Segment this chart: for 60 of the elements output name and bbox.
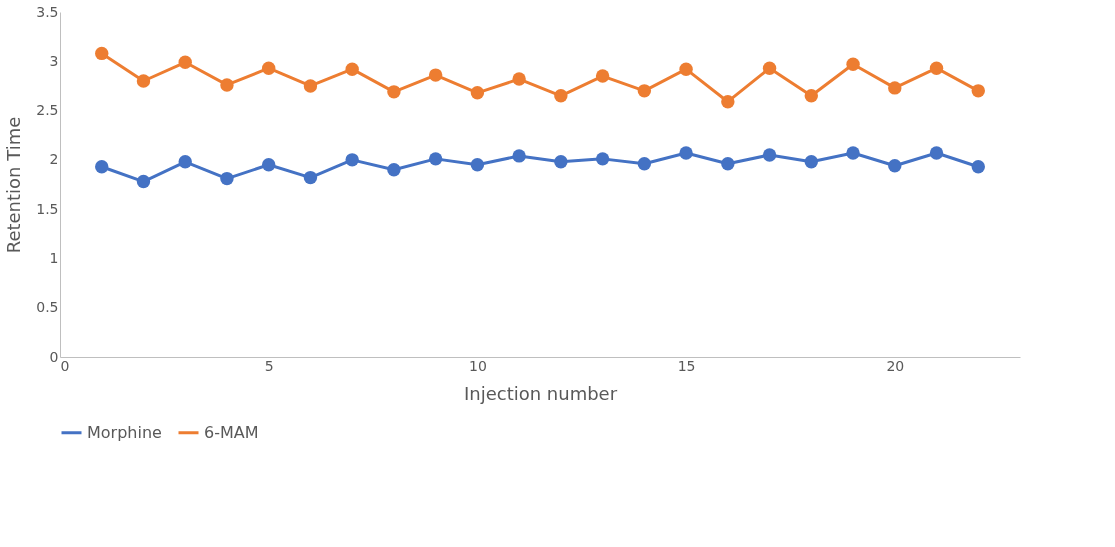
point xyxy=(136,74,151,88)
y-tick-label: 3 xyxy=(49,52,59,69)
point xyxy=(428,152,443,166)
point xyxy=(971,160,985,174)
point xyxy=(679,62,693,76)
point xyxy=(595,69,610,83)
y-tick-label: 2.5 xyxy=(36,102,59,119)
point xyxy=(303,170,318,185)
point xyxy=(136,174,151,189)
point xyxy=(554,89,568,103)
point xyxy=(387,85,401,99)
point xyxy=(929,146,944,160)
point xyxy=(721,157,735,171)
x-tick-label: 10 xyxy=(468,357,487,374)
point xyxy=(762,61,777,75)
point xyxy=(804,155,819,169)
point xyxy=(95,160,109,174)
x-tick-label: 5 xyxy=(264,357,274,374)
point xyxy=(512,149,526,163)
point xyxy=(804,89,819,103)
point xyxy=(345,153,359,167)
point xyxy=(220,171,234,186)
point xyxy=(971,84,985,98)
point xyxy=(261,61,276,75)
point xyxy=(846,57,860,71)
x-tick-label: 20 xyxy=(886,357,905,374)
point xyxy=(261,158,276,172)
y-tick-label: 0.5 xyxy=(36,299,59,316)
legend-label: 6-MAM xyxy=(204,422,259,442)
point xyxy=(512,72,526,86)
point xyxy=(220,78,234,92)
point xyxy=(846,146,860,160)
point xyxy=(387,163,401,177)
point xyxy=(762,148,777,162)
x-axis-title: Injection number xyxy=(463,382,618,404)
point xyxy=(595,152,610,166)
point xyxy=(470,158,485,172)
point xyxy=(929,61,944,75)
point xyxy=(428,68,443,82)
x-tick-label: 0 xyxy=(60,357,70,374)
y-axis-title: Retention Time xyxy=(3,116,25,254)
point xyxy=(554,155,568,169)
point xyxy=(888,81,902,95)
y-tick-label: 1.5 xyxy=(36,200,59,217)
y-tick-label: 1 xyxy=(49,249,59,266)
point xyxy=(470,86,485,100)
point xyxy=(637,84,652,98)
x-tick-label: 15 xyxy=(677,357,696,374)
point xyxy=(178,155,192,169)
legend-label: Morphine xyxy=(87,422,162,442)
point xyxy=(303,79,318,93)
y-tick-label: 3.5 xyxy=(36,3,59,20)
point xyxy=(637,157,652,171)
point xyxy=(345,62,359,76)
point xyxy=(95,46,109,61)
point xyxy=(178,55,192,69)
y-tick-label: 2 xyxy=(49,151,59,168)
point xyxy=(679,146,693,160)
point xyxy=(888,159,902,173)
point xyxy=(721,95,735,109)
